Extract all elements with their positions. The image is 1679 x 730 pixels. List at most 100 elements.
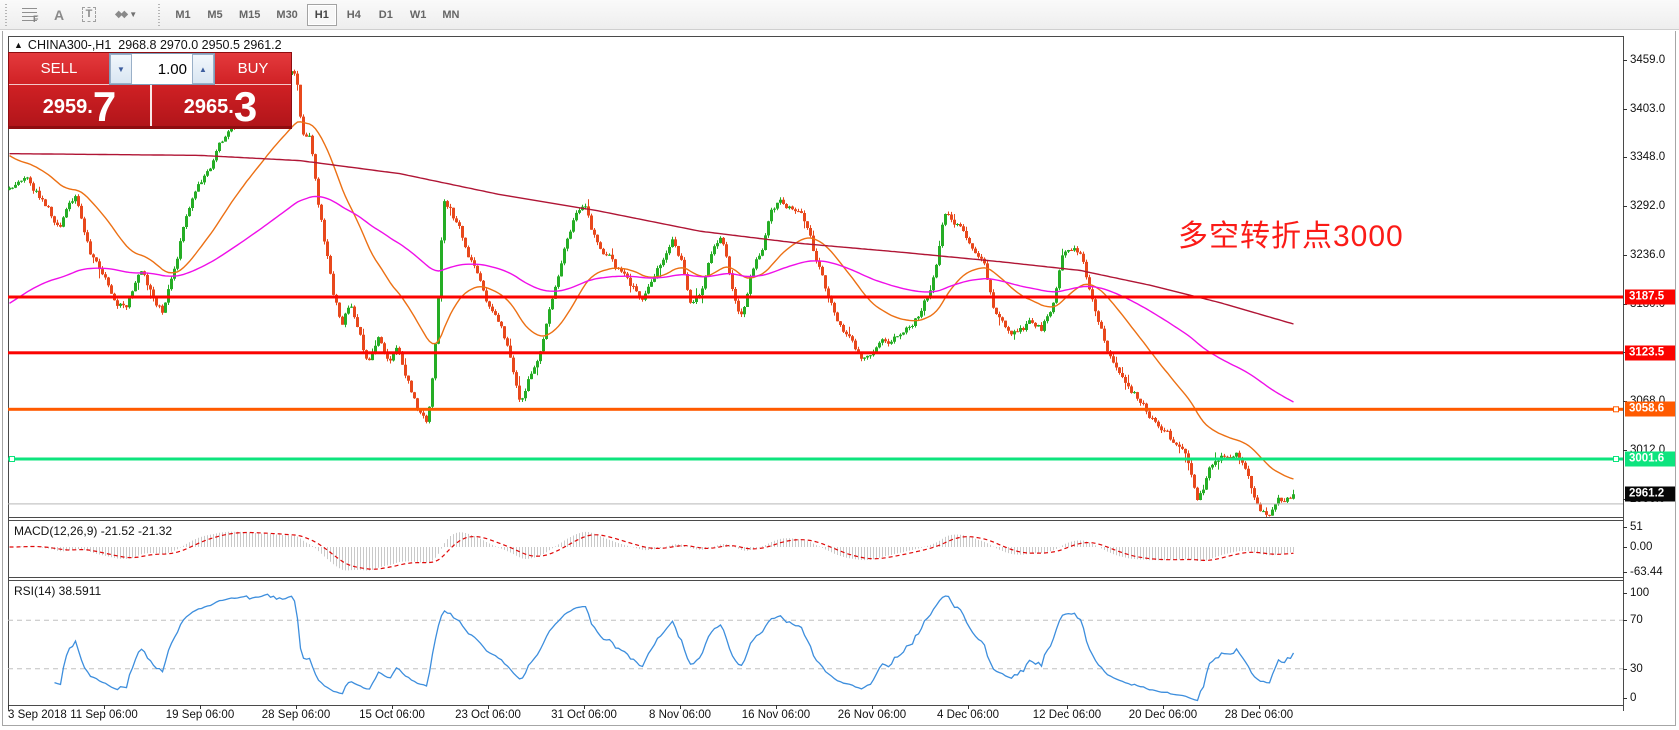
timeframe-button-h1[interactable]: H1	[306, 3, 337, 26]
timeframe-button-d1[interactable]: D1	[378, 8, 393, 21]
line-handle[interactable]	[9, 456, 15, 462]
macd-histogram	[15, 531, 1294, 571]
rsi-tick-label: 70	[1630, 614, 1643, 626]
time-tick-mark	[968, 705, 969, 709]
window-border-right	[1675, 31, 1676, 726]
sell-button[interactable]: SELL	[9, 53, 109, 85]
sell-price-display[interactable]: 2959. 7	[9, 85, 150, 128]
price-tick-mark	[1623, 450, 1627, 451]
chart-window[interactable]: ▲ CHINA300-,H1 2968.8 2970.0 2950.5 2961.…	[0, 31, 1679, 730]
shapes-tool-button[interactable]: ◆◆ ▼	[104, 3, 148, 27]
timeframe-button-m1[interactable]: M1	[175, 8, 191, 21]
bullish-candles	[8, 71, 1295, 516]
horizontal-level-line-2950[interactable]	[8, 503, 1623, 505]
bearish-candles	[29, 71, 1292, 516]
text-label-tool-button[interactable]: A	[44, 3, 74, 27]
sell-price-dot: .	[87, 96, 93, 118]
rsi-tick-label: 0	[1630, 692, 1637, 704]
level-price-label: 3187.5	[1625, 289, 1675, 305]
horizontal-level-line-3123.5[interactable]	[8, 351, 1623, 355]
pane-separator-2a	[8, 577, 1624, 578]
macd-tick-label: -63.44	[1630, 566, 1663, 578]
volume-input[interactable]: 1.00	[132, 54, 192, 84]
ma-slow-darkred	[9, 153, 1294, 325]
text-label-icon: A	[53, 6, 65, 23]
macd-tick-mark	[1623, 547, 1627, 548]
timeframe-button-h4[interactable]: H4	[346, 8, 361, 21]
chevron-down-icon: ▼	[129, 10, 138, 19]
rsi-tick-label: 30	[1630, 663, 1643, 675]
price-tick-label: 3236.0	[1630, 249, 1666, 261]
text-box-icon: T	[81, 7, 97, 22]
buy-price-dot: .	[228, 96, 234, 118]
chart-ohlc-values: 2968.8 2970.0 2950.5 2961.2	[118, 38, 282, 52]
timeframe-button-mn[interactable]: MN	[442, 8, 460, 21]
time-tick-mark	[1163, 705, 1164, 709]
time-axis-label: 15 Oct 06:00	[359, 709, 425, 721]
rsi-tick-mark	[1623, 698, 1627, 699]
time-tick-mark	[296, 705, 297, 709]
level-price-label: 3123.5	[1625, 345, 1675, 361]
time-tick-mark	[584, 705, 585, 709]
timeframe-button-m15[interactable]: M15	[239, 8, 261, 21]
window-border-left	[2, 31, 3, 726]
rsi-chart-canvas[interactable]	[8, 581, 1623, 705]
time-tick-mark	[488, 705, 489, 709]
price-tick-label: 3348.0	[1630, 151, 1666, 163]
macd-tick-mark	[1623, 572, 1627, 573]
timeframe-button-m5[interactable]: M5	[207, 8, 223, 21]
collapse-triangle-icon[interactable]: ▲	[14, 40, 23, 50]
price-tick-mark	[1623, 157, 1627, 158]
plot-border-left	[8, 36, 9, 711]
time-axis-label: 20 Dec 06:00	[1128, 709, 1198, 721]
macd-tick-mark	[1623, 527, 1627, 528]
pane-separator-1b	[8, 520, 1624, 521]
macd-chart-canvas[interactable]	[8, 521, 1623, 576]
plot-border-right	[1623, 36, 1624, 711]
fibonacci-tool-button[interactable]: F	[14, 3, 44, 27]
price-tick-label: 3403.0	[1630, 103, 1666, 115]
timeframe-button-w1[interactable]: W1	[409, 8, 427, 21]
volume-decrease-button[interactable]: ▼	[110, 54, 132, 84]
rsi-tick-mark	[1623, 669, 1627, 670]
toolbar: F A T ◆◆ ▼ M1 M5 M15 M30 H1 H4 D1 W1 MN	[0, 0, 1679, 30]
horizontal-level-line-3058.6[interactable]	[8, 407, 1623, 411]
fibonacci-icon: F	[21, 8, 39, 24]
current-price-label: 2961.2	[1625, 486, 1675, 502]
time-axis-label: 8 Nov 06:00	[648, 709, 712, 721]
rsi-indicator-label: RSI(14) 38.5911	[14, 584, 102, 598]
time-tick-mark	[1067, 705, 1068, 709]
level-price-label: 3001.6	[1625, 451, 1675, 467]
chart-text-annotation: 多空转折点3000	[1178, 220, 1404, 253]
time-axis-label: 16 Nov 06:00	[741, 709, 811, 721]
pane-separator-2b	[8, 580, 1624, 581]
window-border-bottom	[2, 725, 1676, 726]
pane-separator-1a	[8, 517, 1624, 518]
timeframe-button-m30[interactable]: M30	[276, 8, 298, 21]
horizontal-level-line-3187.5[interactable]	[8, 295, 1623, 299]
level-price-label: 3058.6	[1625, 401, 1675, 417]
toolbar-grip-2[interactable]	[156, 3, 164, 26]
time-axis-label: 28 Sep 06:00	[261, 709, 331, 721]
sell-price-main: 2959	[42, 96, 88, 118]
time-tick-mark	[8, 705, 9, 709]
time-tick-mark	[1259, 705, 1260, 709]
chart-symbol: CHINA300-,H1	[27, 38, 112, 52]
horizontal-level-line-3001.6[interactable]	[8, 457, 1623, 461]
time-axis-label: 11 Sep 06:00	[70, 709, 138, 721]
time-axis-label: 12 Dec 06:00	[1032, 709, 1102, 721]
text-box-tool-button[interactable]: T	[74, 3, 104, 27]
price-tick-label: 3459.0	[1630, 54, 1666, 66]
chart-title: ▲ CHINA300-,H1 2968.8 2970.0 2950.5 2961.…	[14, 38, 282, 52]
volume-increase-button[interactable]: ▲	[192, 54, 214, 84]
price-tick-mark	[1623, 109, 1627, 110]
buy-button[interactable]: BUY	[215, 53, 291, 85]
toolbar-grip[interactable]	[3, 3, 11, 26]
timeframe-button-group: M1 M5 M15 M30 H1 H4 D1 W1 MN	[167, 0, 467, 30]
macd-tick-label: 51	[1630, 521, 1643, 533]
line-handle[interactable]	[1613, 406, 1619, 413]
price-chart-canvas[interactable]	[8, 36, 1623, 517]
buy-price-display[interactable]: 2965. 3	[150, 85, 291, 128]
line-handle[interactable]	[1613, 456, 1619, 462]
